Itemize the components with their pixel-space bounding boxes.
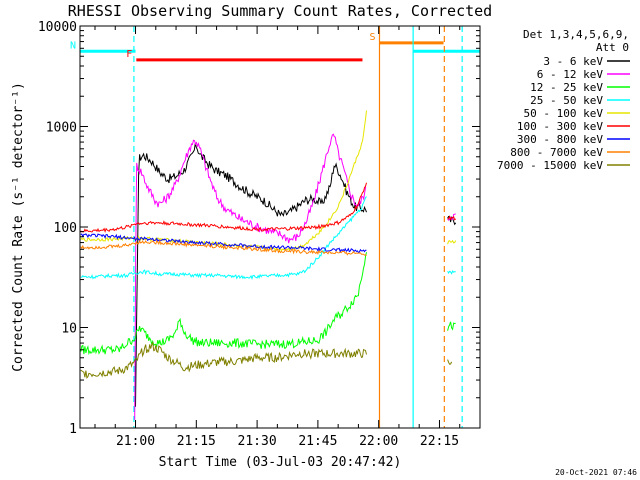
footer-timestamp: 20-Oct-2021 07:46: [555, 468, 637, 477]
series-line-segment: [447, 321, 456, 331]
x-tick-label: 21:00: [116, 434, 155, 449]
plot-frame: [79, 25, 481, 429]
series-line-segment: [447, 359, 453, 365]
legend-header-line-2: Att 0: [596, 41, 629, 54]
series-line: [80, 110, 367, 252]
series-line-segment: [447, 270, 456, 275]
series-line-segment: [447, 213, 456, 221]
series-line-segment: [447, 239, 457, 245]
x-ticks-layer: 21:00 21:15 21:30 21:45 22:00 22:15: [94, 26, 481, 449]
chart-title: RHESSI Observing Summary Count Rates, Co…: [68, 2, 492, 20]
legend-label: 100 - 300 keV: [517, 120, 603, 133]
legend-label: 800 - 7000 keV: [510, 146, 603, 159]
x-axis-label: Start Time (03-Jul-03 20:47:42): [159, 455, 402, 470]
flag-bar-label: N: [70, 40, 76, 51]
series-line: [80, 252, 367, 356]
x-tick-label: 22:15: [420, 434, 459, 449]
legend-label: 12 - 25 keV: [530, 81, 603, 94]
legend-header-line-1: Det 1,3,4,5,6,9,: [523, 28, 629, 41]
series-line: [134, 133, 367, 420]
flag-bar-label: F: [126, 49, 132, 60]
x-tick-label: 21:45: [298, 434, 337, 449]
legend-label: 3 - 6 keV: [543, 55, 603, 68]
series-line: [80, 239, 367, 256]
y-tick-label: 10000: [38, 20, 77, 35]
series-line: [80, 233, 367, 254]
x-tick-label: 22:00: [359, 434, 398, 449]
x-tick-label: 21:30: [238, 434, 277, 449]
series-line-segment: [447, 215, 457, 221]
y-tick-label: 1000: [46, 121, 77, 136]
legend-label: 7000 - 15000 keV: [497, 159, 603, 172]
flag-bars-layer: N F S: [70, 32, 480, 62]
legend-label: 300 - 800 keV: [517, 133, 603, 146]
legend-label: 25 - 50 keV: [530, 94, 603, 107]
series-line: [80, 341, 367, 379]
y-tick-label: 1: [69, 422, 77, 437]
series-line: [80, 196, 367, 280]
flag-bar-label: S: [369, 32, 375, 43]
legend-label: 50 - 100 keV: [524, 107, 604, 120]
y-tick-label: 100: [54, 221, 77, 236]
y-ticks-layer: 1 10 100 1000 10000: [38, 20, 480, 437]
series-layer: [80, 110, 457, 420]
x-tick-label: 21:15: [177, 434, 216, 449]
legend-label: 6 - 12 keV: [537, 68, 604, 81]
y-axis-label: Corrected Count Rate (s⁻¹ detector⁻¹): [11, 82, 26, 372]
y-tick-label: 10: [61, 322, 77, 337]
series-line: [135, 143, 367, 407]
series-line: [80, 182, 367, 234]
